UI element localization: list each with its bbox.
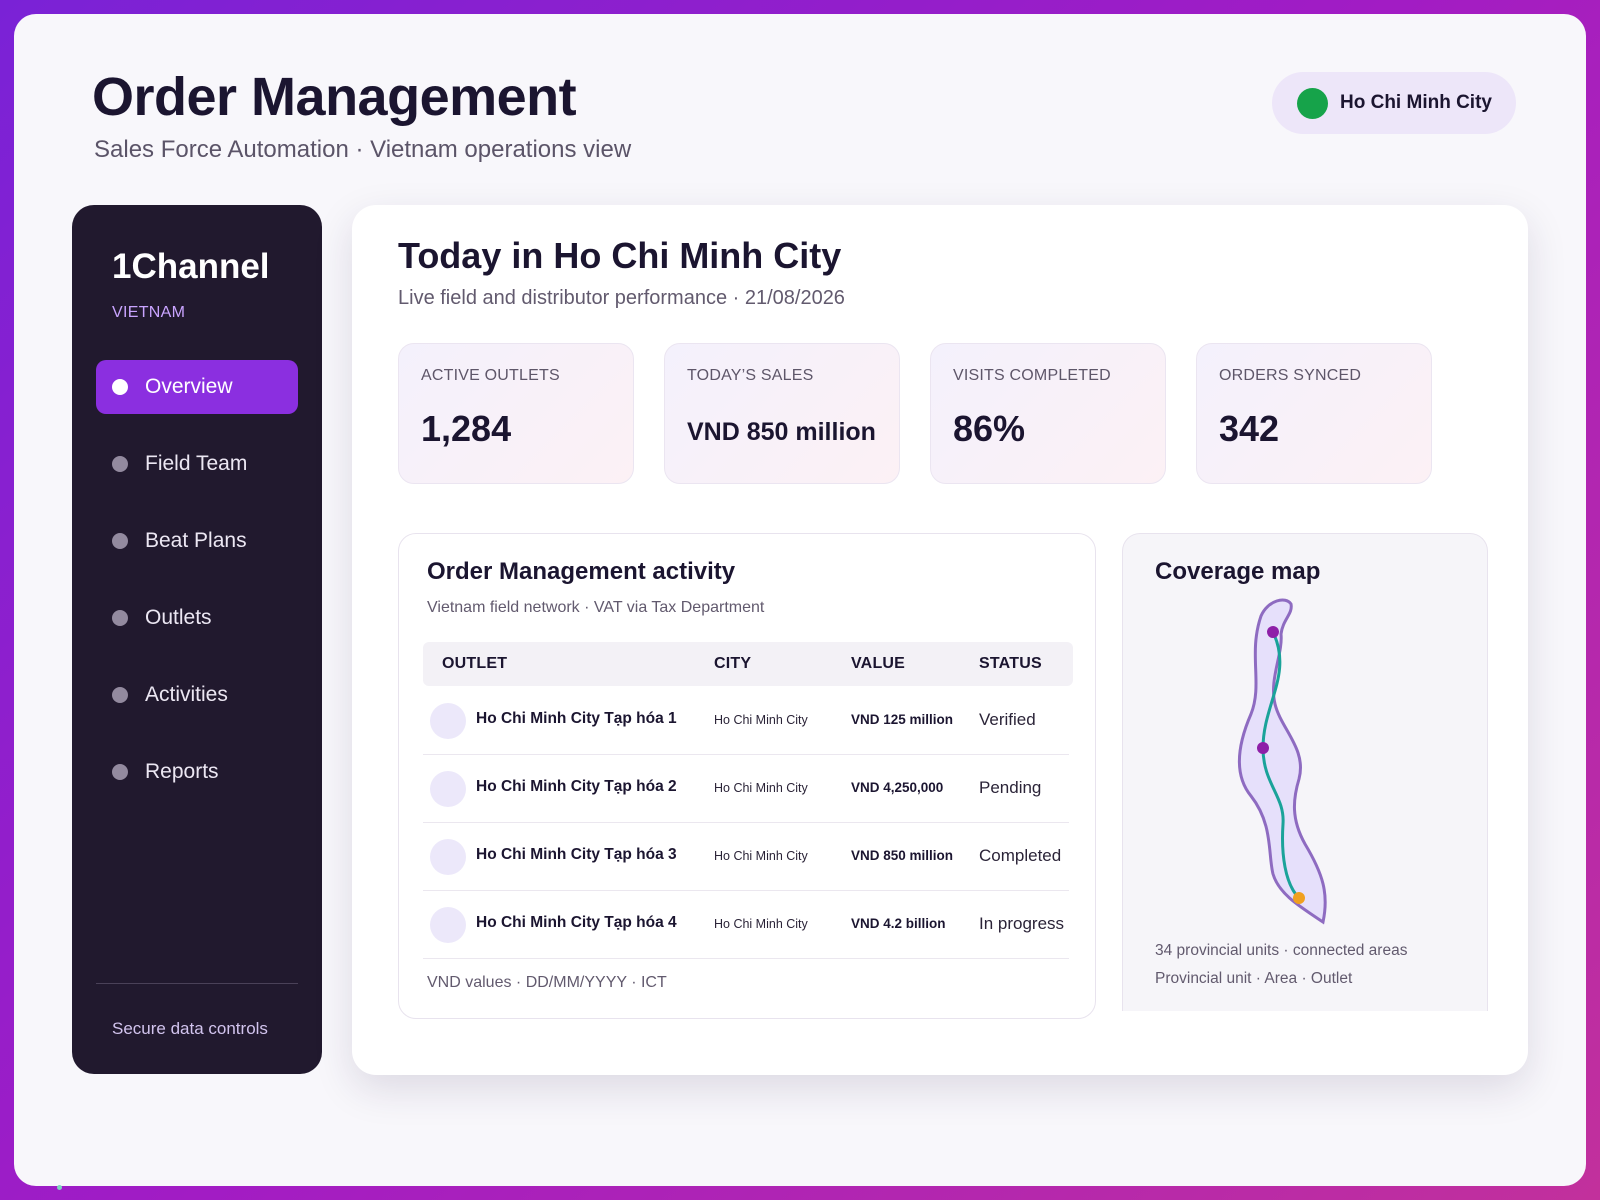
kpi-card-visits-completed: VISITS COMPLETED 86% [930,343,1166,484]
country-outline [1237,598,1327,925]
table-row[interactable]: Ho Chi Minh City Tạp hóa 1 Ho Chi Minh C… [423,686,1069,755]
map-marker [1267,626,1279,638]
sidebar-item-outlets[interactable]: Outlets [96,591,298,645]
kpi-value: 86% [953,408,1026,449]
cell-value: VND 4,250,000 [851,780,944,795]
sidebar-item-label: Outlets [145,606,212,629]
cell-outlet: Ho Chi Minh City Tạp hóa 3 [476,846,677,863]
main-panel: Today in Ho Chi Minh City Live field and… [352,205,1528,1075]
city-selector-label: Ho Chi Minh City [1340,92,1492,113]
cell-city: Ho Chi Minh City [714,713,808,727]
cell-city: Ho Chi Minh City [714,849,808,863]
kpi-value: 342 [1219,408,1280,449]
page-subtitle: Sales Force Automation · Vietnam operati… [94,136,632,163]
column-header-outlet[interactable]: OUTLET [442,655,508,672]
activity-title: Order Management activity [427,558,736,585]
brand-logo: 1Channel [112,247,270,286]
cell-city: Ho Chi Minh City [714,917,808,931]
cell-outlet: Ho Chi Minh City Tạp hóa 1 [476,710,677,727]
kpi-label: VISITS COMPLETED [953,367,1111,384]
main-subtitle: Live field and distributor performance ·… [398,287,845,309]
sidebar-divider [96,983,298,984]
app-window: Order Management Sales Force Automation … [14,14,1586,1190]
cell-value: VND 4.2 billion [851,916,946,931]
secure-data-controls-link[interactable]: Secure data controls [112,1019,268,1038]
cell-outlet: Ho Chi Minh City Tạp hóa 4 [476,914,677,931]
bullet-icon [112,610,128,626]
status-dot-icon [1297,87,1328,119]
kpi-card-active-outlets: ACTIVE OUTLETS 1,284 [398,343,634,484]
bullet-icon [112,764,128,780]
cell-status: In progress [979,914,1065,933]
activity-subtitle: Vietnam field network · VAT via Tax Depa… [427,599,765,616]
route-line [1261,631,1301,900]
table-row[interactable]: Ho Chi Minh City Tạp hóa 4 Ho Chi Minh C… [423,890,1069,959]
coverage-title: Coverage map [1155,558,1321,585]
avatar [430,771,466,807]
table-row[interactable]: Ho Chi Minh City Tạp hóa 3 Ho Chi Minh C… [423,822,1069,891]
vietnam-map[interactable] [1123,534,1489,934]
sidebar-item-label: Beat Plans [145,529,247,552]
bullet-icon [112,456,128,472]
avatar [430,703,466,739]
kpi-label: TODAY’S SALES [687,367,814,384]
sidebar-nav: Overview Field Team Beat Plans Outlets A… [96,360,298,822]
sidebar-item-beat-plans[interactable]: Beat Plans [96,514,298,568]
cell-outlet: Ho Chi Minh City Tạp hóa 2 [476,778,677,795]
kpi-label: ACTIVE OUTLETS [421,367,560,384]
avatar [430,907,466,943]
kpi-value: 1,284 [421,408,512,449]
main-title: Today in Ho Chi Minh City [398,235,842,276]
cell-value: VND 850 million [851,848,954,863]
cell-status: Verified [979,710,1036,729]
sidebar-item-label: Overview [145,375,233,398]
table-header: OUTLET CITY VALUE STATUS [423,642,1073,686]
kpi-card-todays-sales: TODAY’S SALES VND 850 million [664,343,900,484]
map-marker [1257,742,1269,754]
sidebar-item-label: Reports [145,760,219,783]
sidebar-item-activities[interactable]: Activities [96,668,298,722]
bullet-icon [112,379,128,395]
kpi-card-orders-synced: ORDERS SYNCED 342 [1196,343,1432,484]
decorative-dot [57,1185,62,1190]
column-header-value[interactable]: VALUE [851,655,906,672]
coverage-hierarchy: Provincial unit · Area · Outlet [1155,970,1353,987]
cell-city: Ho Chi Minh City [714,781,808,795]
kpi-label: ORDERS SYNCED [1219,367,1362,384]
brand-country: VIETNAM [112,304,186,321]
sidebar-item-label: Field Team [145,452,248,475]
sidebar: 1Channel VIETNAM Overview Field Team Bea… [72,205,322,1074]
activity-panel: Order Management activity Vietnam field … [398,533,1096,1019]
coverage-map-panel: Coverage map 34 provincial units · conne… [1122,533,1488,1011]
table-row[interactable]: Ho Chi Minh City Tạp hóa 2 Ho Chi Minh C… [423,754,1069,823]
sidebar-item-overview[interactable]: Overview [96,360,298,414]
cell-value: VND 125 million [851,712,954,727]
avatar [430,839,466,875]
map-marker-endpoint [1293,892,1305,904]
sidebar-item-label: Activities [145,683,228,706]
column-header-status[interactable]: STATUS [979,655,1042,672]
kpi-value: VND 850 million [687,418,876,446]
column-header-city[interactable]: CITY [714,655,752,672]
cell-status: Completed [979,846,1062,865]
sidebar-item-field-team[interactable]: Field Team [96,437,298,491]
city-selector[interactable]: Ho Chi Minh City [1272,72,1516,134]
sidebar-item-reports[interactable]: Reports [96,745,298,799]
cell-status: Pending [979,778,1042,797]
activity-footer: VND values · DD/MM/YYYY · ICT [427,974,667,991]
page-title: Order Management [92,67,577,127]
coverage-summary: 34 provincial units · connected areas [1155,942,1408,959]
bullet-icon [112,533,128,549]
bullet-icon [112,687,128,703]
